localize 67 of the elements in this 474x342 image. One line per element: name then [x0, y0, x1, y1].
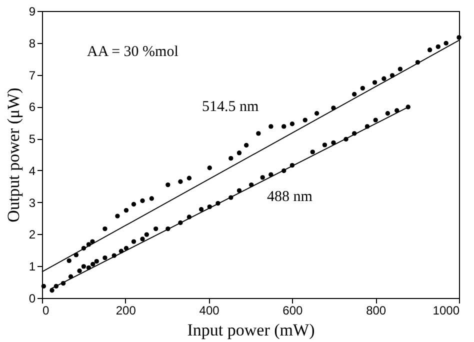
point [244, 142, 249, 148]
point [382, 76, 386, 81]
point [131, 202, 136, 207]
point [115, 214, 120, 218]
point [102, 226, 108, 232]
point [352, 92, 357, 97]
point [385, 111, 390, 116]
point [140, 236, 145, 242]
point [90, 262, 96, 267]
point [314, 111, 320, 116]
point [372, 80, 378, 85]
point [282, 124, 286, 129]
point [456, 35, 462, 40]
y-tick-label: 4 [28, 164, 36, 178]
y-tick-label: 7 [28, 68, 36, 82]
point [166, 182, 170, 188]
point [310, 150, 315, 154]
x-axis-title: Input power (mW) [187, 320, 315, 340]
annotation: AA = 30 %mol [87, 44, 178, 60]
y-tick-label: 5 [28, 132, 36, 146]
point [236, 150, 242, 156]
point [149, 196, 154, 201]
point [41, 284, 46, 289]
y-tick-label: 2 [28, 228, 36, 242]
y-axis-title: Output power (μW) [4, 88, 23, 222]
y-tick-label: 1 [28, 260, 36, 274]
x-tick-label: 200 [116, 304, 136, 318]
point [81, 264, 86, 269]
point [94, 258, 99, 264]
x-tick-label: 600 [282, 304, 304, 318]
point [198, 207, 204, 212]
point [331, 140, 336, 146]
point [260, 175, 265, 180]
point [268, 124, 274, 129]
point [153, 226, 158, 232]
x-tick-label: 400 [199, 304, 220, 318]
point [102, 255, 108, 260]
point [77, 268, 82, 274]
y-tick-label: 8 [28, 36, 36, 50]
point [140, 198, 145, 204]
point [144, 232, 150, 237]
point [398, 66, 403, 72]
annotation: 488 nm [267, 189, 313, 205]
point [178, 179, 183, 184]
point [256, 131, 261, 136]
x-tick-label: 0 [42, 304, 50, 318]
point [444, 40, 448, 46]
point [427, 48, 432, 52]
point [436, 44, 440, 50]
y-tick-label: 3 [28, 196, 36, 210]
point [228, 156, 234, 161]
y-tick-label: 9 [28, 4, 36, 18]
point [124, 208, 129, 213]
point [207, 166, 212, 170]
point [373, 118, 378, 122]
y-tick-label: 0 [28, 292, 36, 306]
point [131, 239, 136, 244]
annotation: 514.5 nm [202, 99, 259, 115]
point [322, 142, 328, 148]
x-tick-label: 800 [366, 304, 386, 318]
x-tick-label: 1000 [432, 304, 460, 318]
point [360, 86, 366, 91]
point [290, 122, 295, 126]
point [186, 176, 192, 180]
y-tick-label: 6 [28, 100, 36, 114]
point [66, 258, 72, 264]
point [302, 118, 308, 122]
